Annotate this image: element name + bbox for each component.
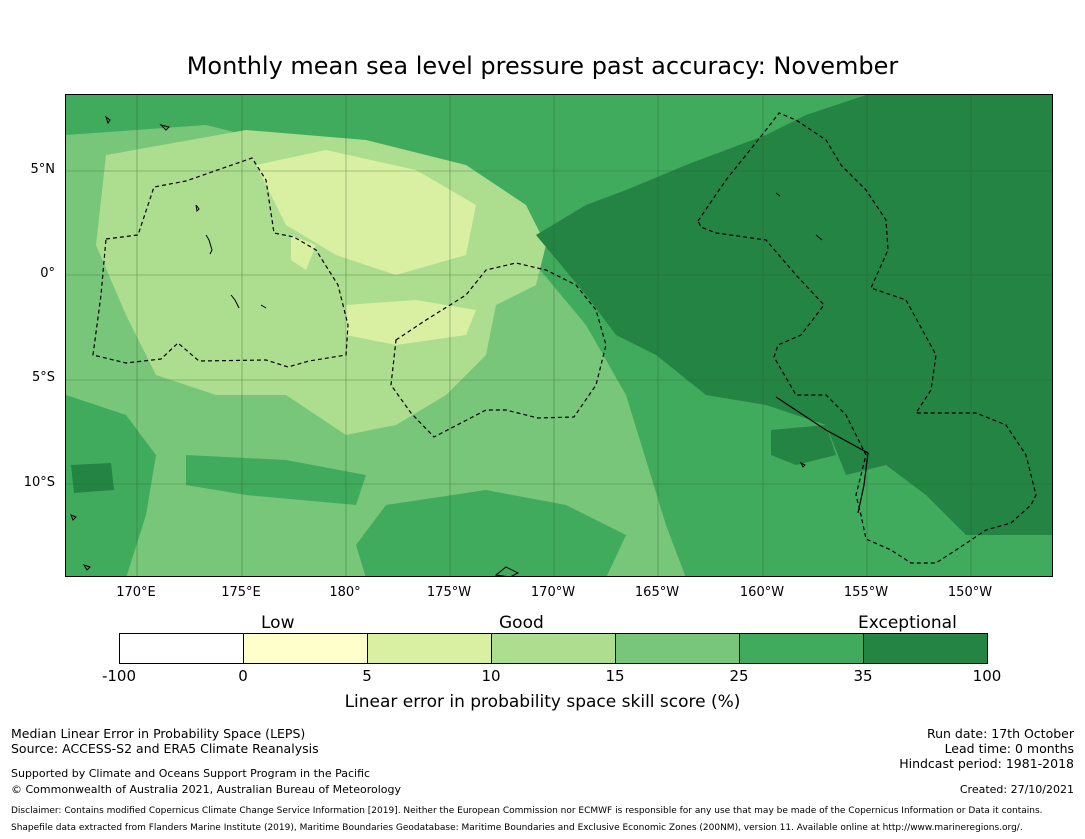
legend-word-good: Good xyxy=(499,613,544,633)
colorbar-tick: 5 xyxy=(362,667,372,685)
copyright-text: © Commonwealth of Australia 2021, Austra… xyxy=(11,783,401,796)
colorbar-segment xyxy=(244,634,368,663)
colorbar-segment xyxy=(120,634,244,663)
created-date: Created: 27/10/2021 xyxy=(959,783,1074,796)
lon-label-170e: 170°E xyxy=(116,585,156,600)
colorbar-segment xyxy=(864,634,987,663)
lat-label-10s: 10°S xyxy=(23,475,55,490)
lon-label-175w: 175°W xyxy=(426,585,472,600)
colorbar-tick: 100 xyxy=(972,667,1002,685)
colorbar-segment xyxy=(368,634,492,663)
lon-label-160w: 160°W xyxy=(739,585,785,600)
lon-label-180: 180° xyxy=(329,585,361,600)
colorbar xyxy=(119,633,988,664)
run-date: Run date: 17th October xyxy=(926,726,1074,741)
map-title: Monthly mean sea level pressure past acc… xyxy=(186,52,899,80)
lat-label-5s: 5°S xyxy=(31,370,55,385)
lead-time: Lead time: 0 months xyxy=(944,741,1074,756)
source-text: Source: ACCESS-S2 and ERA5 Climate Reana… xyxy=(11,741,319,756)
colorbar-tick: 0 xyxy=(238,667,248,685)
support-text: Supported by Climate and Oceans Support … xyxy=(11,767,371,780)
lat-label-5n: 5°N xyxy=(30,162,56,177)
colorbar-tick: 35 xyxy=(853,667,873,685)
skill-field xyxy=(66,95,1052,576)
lon-label-175e: 175°E xyxy=(221,585,261,600)
method-text: Median Linear Error in Probability Space… xyxy=(11,726,306,741)
legend-word-low: Low xyxy=(261,613,295,633)
colorbar-tick: 25 xyxy=(729,667,749,685)
hindcast-period: Hindcast period: 1981-2018 xyxy=(899,756,1074,771)
disclaimer-text: Disclaimer: Contains modified Copernicus… xyxy=(11,806,1043,816)
legend-word-exceptional: Exceptional xyxy=(858,613,957,633)
colorbar-tick: 10 xyxy=(481,667,501,685)
lon-label-170w: 170°W xyxy=(530,585,576,600)
shapefile-credit: Shapefile data extracted from Flanders M… xyxy=(11,823,1023,833)
colorbar-segment xyxy=(616,634,740,663)
colorbar-segment xyxy=(492,634,616,663)
colorbar-segment xyxy=(740,634,864,663)
skill-map xyxy=(65,94,1053,577)
colorbar-tick: -100 xyxy=(101,667,137,685)
lon-label-150w: 150°W xyxy=(947,585,993,600)
lat-label-0: 0° xyxy=(40,266,55,281)
colorbar-tick: 15 xyxy=(605,667,625,685)
lon-label-165w: 165°W xyxy=(634,585,680,600)
lon-label-155w: 155°W xyxy=(843,585,889,600)
colorbar-label: Linear error in probability space skill … xyxy=(344,692,741,712)
